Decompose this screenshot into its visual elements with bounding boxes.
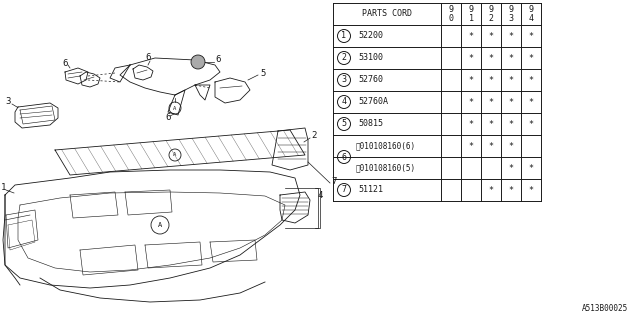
Text: A: A: [158, 222, 162, 228]
Text: 6: 6: [165, 114, 171, 123]
Text: *: *: [488, 141, 493, 150]
Text: 4: 4: [342, 98, 346, 107]
Circle shape: [337, 150, 351, 164]
Text: 7: 7: [332, 178, 337, 187]
Text: 6: 6: [62, 59, 68, 68]
Text: 6: 6: [342, 153, 346, 162]
Circle shape: [337, 117, 351, 131]
Text: *: *: [488, 98, 493, 107]
Text: *: *: [468, 53, 474, 62]
Text: A: A: [173, 106, 177, 110]
Text: *: *: [468, 31, 474, 41]
Text: *: *: [529, 119, 534, 129]
Text: *: *: [509, 31, 513, 41]
Circle shape: [337, 29, 351, 43]
Text: 3: 3: [5, 98, 11, 107]
Text: 4: 4: [317, 190, 323, 199]
Text: *: *: [509, 119, 513, 129]
Text: 9
1: 9 1: [468, 5, 474, 23]
Text: *: *: [488, 53, 493, 62]
Circle shape: [169, 102, 181, 114]
Text: 6: 6: [145, 53, 150, 62]
Text: 52200: 52200: [358, 31, 383, 41]
Text: 1: 1: [1, 183, 6, 193]
Text: Ⓑ010108160(6): Ⓑ010108160(6): [356, 141, 416, 150]
Text: 3: 3: [342, 76, 346, 84]
Text: *: *: [488, 76, 493, 84]
Text: *: *: [468, 119, 474, 129]
Text: *: *: [509, 76, 513, 84]
Circle shape: [337, 52, 351, 65]
Text: *: *: [529, 53, 534, 62]
Circle shape: [337, 74, 351, 86]
Text: PARTS CORD: PARTS CORD: [362, 10, 412, 19]
Text: 9
0: 9 0: [449, 5, 454, 23]
Text: 7: 7: [342, 186, 346, 195]
Text: 9
3: 9 3: [509, 5, 513, 23]
Text: *: *: [509, 164, 513, 172]
Text: *: *: [509, 98, 513, 107]
Circle shape: [337, 95, 351, 108]
Circle shape: [191, 55, 205, 69]
Text: 5: 5: [260, 68, 266, 77]
Circle shape: [151, 216, 169, 234]
Text: 53100: 53100: [358, 53, 383, 62]
Text: 6: 6: [215, 55, 221, 65]
Text: 51121: 51121: [358, 186, 383, 195]
Text: A: A: [173, 153, 177, 157]
Text: *: *: [509, 141, 513, 150]
Text: *: *: [509, 186, 513, 195]
Text: *: *: [529, 31, 534, 41]
Text: 52760A: 52760A: [358, 98, 388, 107]
Text: *: *: [468, 141, 474, 150]
Text: 2: 2: [311, 132, 317, 140]
Text: 9
2: 9 2: [488, 5, 493, 23]
Text: *: *: [488, 186, 493, 195]
Text: 5: 5: [342, 119, 346, 129]
Text: Ⓑ010108160(5): Ⓑ010108160(5): [356, 164, 416, 172]
Circle shape: [337, 183, 351, 196]
Text: *: *: [468, 76, 474, 84]
Text: *: *: [488, 31, 493, 41]
Text: *: *: [529, 164, 534, 172]
Text: 1: 1: [342, 31, 346, 41]
Text: *: *: [488, 119, 493, 129]
Text: A513B00025: A513B00025: [582, 304, 628, 313]
Text: *: *: [529, 186, 534, 195]
Text: 52760: 52760: [358, 76, 383, 84]
Text: *: *: [529, 98, 534, 107]
Text: 50815: 50815: [358, 119, 383, 129]
Text: 2: 2: [342, 53, 346, 62]
Text: *: *: [529, 76, 534, 84]
Text: *: *: [509, 53, 513, 62]
Text: *: *: [468, 98, 474, 107]
Circle shape: [169, 149, 181, 161]
Text: 9
4: 9 4: [529, 5, 534, 23]
